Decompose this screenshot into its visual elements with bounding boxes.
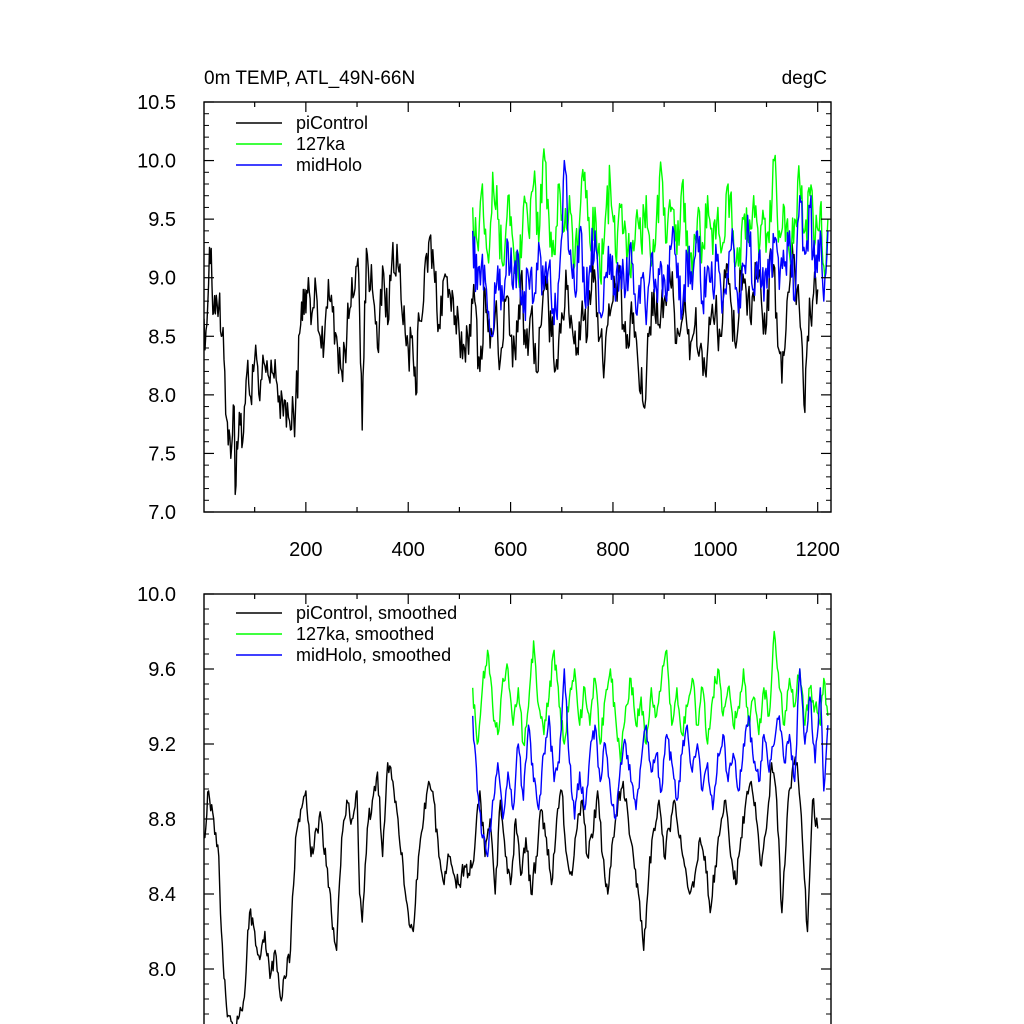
top-y-tick-label: 10.0 — [137, 151, 176, 173]
bottom-legend-label-127ka: 127ka, smoothed — [296, 624, 434, 644]
bottom-panel: 7.68.08.48.89.29.610.0 piControl, smooth… — [137, 584, 832, 1024]
top-legend-label-picontrol: piControl — [296, 113, 368, 133]
bottom-y-tick-label: 9.2 — [148, 734, 176, 756]
bottom-legend-label-picontrol: piControl, smoothed — [296, 603, 457, 623]
bottom-legend-label-midholo: midHolo, smoothed — [296, 645, 451, 665]
top-plot-frame — [203, 101, 832, 513]
top-series-midholo — [472, 159, 829, 337]
top-series-127ka — [472, 148, 829, 288]
bottom-y-tick-label: 9.6 — [148, 659, 176, 681]
top-tick-labels: 200 400 600 800 1000 1200 7.0 7.5 8.0 8.5 9.0 9.5 10… — [137, 92, 840, 561]
top-legend-label-midholo: midHolo — [296, 155, 362, 175]
bottom-series-127ka — [472, 630, 829, 764]
top-x-tick-label: 400 — [392, 539, 425, 561]
top-chart-units: degC — [782, 68, 827, 89]
bottom-y-tick-label: 8.4 — [148, 884, 176, 906]
top-y-tick-label: 8.5 — [148, 326, 176, 348]
top-x-tick-label: 1200 — [795, 539, 840, 561]
bottom-series-picontrol — [204, 756, 819, 1024]
top-x-tick-label: 200 — [289, 539, 322, 561]
top-y-tick-label: 8.0 — [148, 385, 176, 407]
top-y-tick-label: 9.5 — [148, 209, 176, 231]
top-legend: piControl 127ka midHolo — [236, 113, 368, 175]
bottom-plot-area — [204, 630, 829, 1024]
top-legend-label-127ka: 127ka — [296, 134, 346, 154]
bottom-y-tick-label: 8.0 — [148, 959, 176, 981]
top-y-tick-label: 9.0 — [148, 268, 176, 290]
bottom-y-tick-label: 8.8 — [148, 809, 176, 831]
top-ticks — [204, 101, 831, 513]
top-chart-title: 0m TEMP, ATL_49N-66N — [204, 68, 415, 89]
top-x-tick-label: 800 — [596, 539, 629, 561]
top-y-tick-label: 7.5 — [148, 443, 176, 465]
bottom-legend: piControl, smoothed 127ka, smoothed midH… — [236, 603, 457, 665]
top-y-tick-label: 7.0 — [148, 502, 176, 524]
top-y-tick-label: 10.5 — [137, 92, 176, 114]
bottom-ticks — [204, 593, 831, 1015]
top-panel: 200 400 600 800 1000 1200 7.0 7.5 8.0 8.5 9.0 9.5 10… — [137, 68, 840, 561]
top-x-tick-label: 600 — [494, 539, 527, 561]
top-x-tick-label: 1000 — [693, 539, 738, 561]
top-plot-area — [204, 148, 829, 496]
bottom-tick-labels: 7.68.08.48.89.29.610.0 — [137, 584, 176, 981]
bottom-y-tick-label: 10.0 — [137, 584, 176, 606]
top-series-picontrol — [204, 234, 819, 496]
bottom-series-midholo — [472, 668, 829, 858]
